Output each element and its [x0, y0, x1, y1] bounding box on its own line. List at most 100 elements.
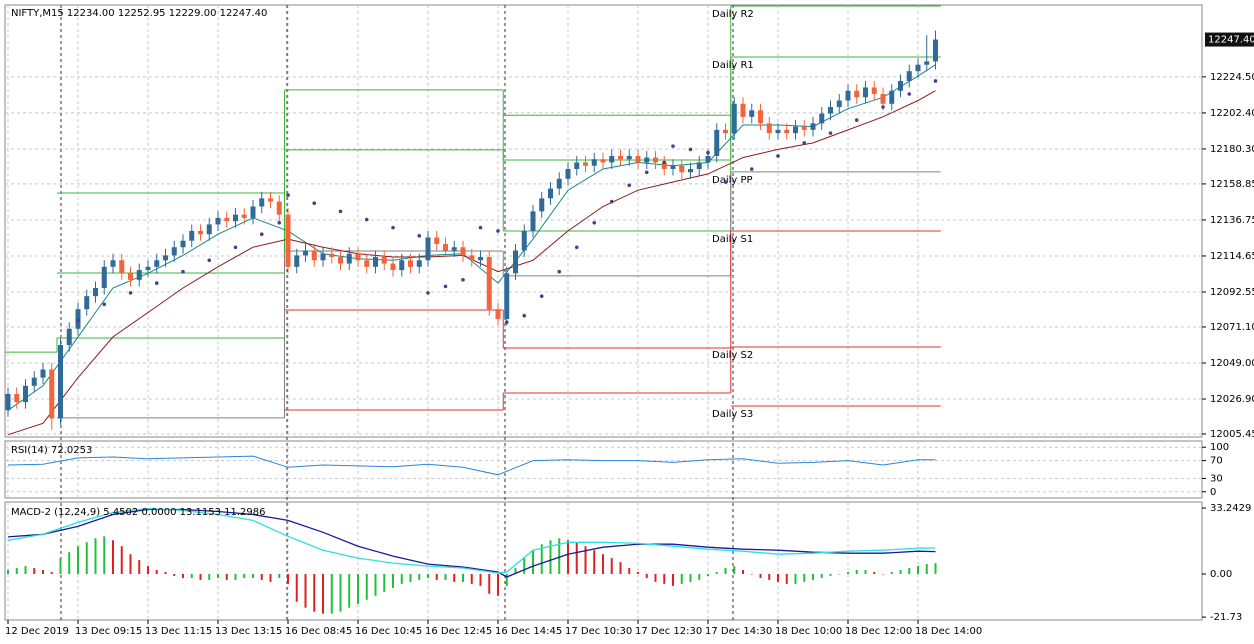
candle-body	[854, 90, 860, 98]
candle-body	[679, 165, 685, 173]
sar-dot	[907, 92, 912, 96]
x-tick-label: 16 Dec 10:45	[355, 626, 422, 637]
x-tick-label: 18 Dec 10:00	[775, 626, 842, 637]
sar-dot	[828, 131, 833, 135]
candle-body	[513, 250, 518, 274]
macd-histogram-bar	[532, 550, 534, 574]
y-tick-label: 70	[1210, 456, 1223, 467]
sar-dot	[802, 141, 807, 145]
sar-dot	[557, 269, 562, 274]
sar-dot	[417, 234, 422, 238]
macd-histogram-bar	[313, 573, 316, 612]
candle-body	[521, 230, 527, 251]
candle-body	[740, 103, 746, 117]
candle-body	[863, 87, 868, 98]
macd-histogram-bar	[873, 572, 876, 574]
macd-histogram-bar	[540, 544, 543, 574]
macd-histogram-bar	[374, 573, 377, 596]
macd-histogram-bar	[899, 570, 902, 574]
y-tick-label: 12180.30	[1210, 144, 1254, 155]
y-tick-label: 12092.55	[1210, 287, 1254, 298]
macd-histogram-bar	[287, 573, 289, 584]
candle-body	[810, 123, 816, 130]
macd-histogram-bar	[400, 573, 403, 584]
candle-body	[136, 270, 142, 280]
candle-body	[828, 107, 833, 114]
candle-body	[731, 103, 737, 134]
candle-body	[670, 165, 676, 169]
macd-histogram-bar	[768, 573, 771, 580]
candle-body	[478, 257, 483, 261]
macd-histogram-bar	[470, 573, 473, 584]
macd-histogram-bar	[243, 573, 246, 578]
candle-body	[486, 257, 492, 310]
macd-histogram-bar	[138, 560, 141, 574]
candle-body	[530, 211, 536, 231]
macd-histogram-bar	[269, 573, 272, 582]
macd-histogram-bar	[190, 573, 193, 578]
candle-body	[539, 198, 545, 212]
x-tick-label: 16 Dec 12:45	[425, 626, 492, 637]
candle-body	[714, 129, 720, 156]
candle-body	[110, 260, 116, 267]
candle-body	[338, 257, 343, 264]
macd-histogram-bar	[164, 572, 167, 574]
candle-body	[31, 377, 37, 386]
sar-dot	[443, 284, 448, 289]
candle-body	[303, 250, 308, 256]
macd-histogram-bar	[838, 573, 841, 575]
candle-body	[215, 217, 221, 225]
macd-histogram-bar	[479, 573, 482, 586]
sar-dot	[933, 79, 938, 83]
sar-dot	[609, 199, 614, 204]
sar-dot	[233, 245, 238, 250]
x-tick-label: 13 Dec 11:15	[145, 626, 212, 637]
macd-histogram-bar	[882, 573, 884, 575]
candle-body	[845, 90, 851, 101]
x-tick-label: 16 Dec 14:45	[495, 626, 562, 637]
macd-histogram-bar	[602, 554, 604, 574]
macd-histogram-bar	[15, 568, 18, 574]
candle-body	[775, 129, 781, 134]
macd-histogram-bar	[278, 573, 281, 578]
candle-body	[408, 260, 413, 267]
y-tick-label: 30	[1210, 473, 1223, 484]
macd-histogram-bar	[820, 573, 823, 578]
macd-histogram-bar	[348, 573, 351, 608]
y-tick-label: 12158.85	[1210, 179, 1254, 190]
candle-body	[600, 159, 606, 163]
sar-dot	[76, 318, 80, 323]
candle-body	[416, 260, 422, 267]
candle-body	[180, 240, 186, 248]
x-tick-label: 12 Dec 2019	[5, 626, 69, 637]
indicator-title: MACD-2 (12,24,9) 5.4502 0.0000 13.1153 1…	[11, 507, 266, 518]
candle-body	[504, 273, 510, 319]
macd-histogram-bar	[549, 540, 552, 574]
macd-histogram-bar	[829, 573, 832, 576]
candle-body	[40, 369, 46, 378]
pivot-label: Daily PP	[712, 175, 753, 186]
sar-dot	[478, 225, 483, 230]
macd-histogram-bar	[155, 570, 158, 574]
candle-body	[618, 155, 623, 160]
candle-body	[285, 214, 291, 267]
pivot-label: Daily S2	[712, 350, 753, 361]
macd-histogram-bar	[777, 573, 779, 582]
macd-histogram-bar	[418, 573, 421, 580]
sar-dot	[627, 183, 632, 188]
panel-frame	[4, 4, 1203, 438]
sar-dot	[688, 147, 693, 152]
sar-dot	[749, 167, 754, 171]
candle-body	[93, 288, 98, 297]
macd-histogram-bar	[593, 550, 596, 574]
macd-histogram-bar	[794, 573, 797, 584]
y-tick-label: 12026.90	[1210, 394, 1254, 405]
candle-body	[145, 266, 151, 271]
macd-histogram-bar	[435, 573, 438, 580]
candle-body	[241, 214, 247, 218]
macd-histogram-bar	[637, 572, 639, 574]
macd-line	[7, 507, 936, 574]
pivot-label: Daily S1	[712, 234, 753, 245]
